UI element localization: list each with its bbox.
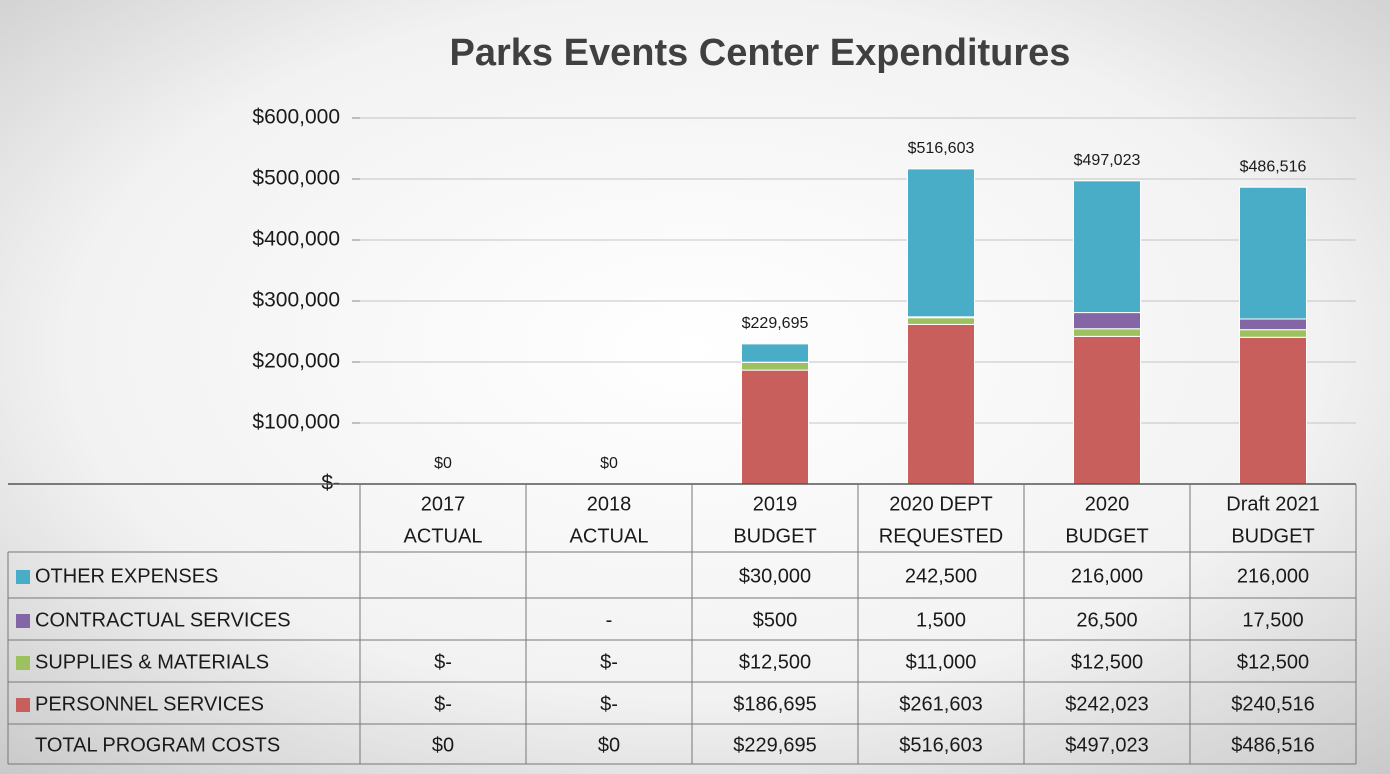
- y-tick-label: $500,000: [252, 167, 340, 190]
- bar-segment: [1073, 335, 1141, 485]
- x-tick-label: BUDGET: [1065, 525, 1148, 547]
- legend-label: OTHER EXPENSES: [35, 565, 218, 587]
- bar-segment: [1239, 329, 1307, 338]
- legend-label: PERSONNEL SERVICES: [35, 693, 264, 715]
- table-value: $-: [600, 693, 618, 715]
- bar-segment: [1239, 318, 1307, 331]
- y-tick-label: $200,000: [252, 350, 340, 373]
- table-value: $497,023: [1065, 734, 1148, 756]
- table-value: $240,516: [1231, 693, 1314, 715]
- y-tick-label: $600,000: [252, 106, 340, 129]
- x-tick-label: BUDGET: [733, 525, 816, 547]
- table-value: $12,500: [1071, 651, 1143, 673]
- table-value: $516,603: [899, 734, 982, 756]
- table-value: -: [606, 609, 613, 631]
- y-tick-label: $-: [321, 472, 340, 495]
- table-value: 26,500: [1076, 609, 1137, 631]
- legend-swatch: [16, 656, 30, 670]
- table-value: $0: [598, 734, 620, 756]
- total-label: $229,695: [742, 315, 809, 332]
- legend-label: CONTRACTUAL SERVICES: [35, 609, 291, 631]
- total-label: $516,603: [908, 140, 975, 157]
- chart-title: Parks Events Center Expenditures: [450, 32, 1071, 74]
- x-tick-label: 2020 DEPT: [889, 493, 992, 515]
- x-tick-label: 2019: [753, 493, 798, 515]
- x-tick-label: REQUESTED: [879, 525, 1003, 547]
- x-tick-label: 2017: [421, 493, 466, 515]
- bar-segment: [907, 323, 975, 485]
- x-tick-label: 2020: [1085, 493, 1130, 515]
- y-tick-label: $300,000: [252, 289, 340, 312]
- x-tick-label: ACTUAL: [404, 525, 483, 547]
- bar-segment: [741, 343, 809, 363]
- total-label: $497,023: [1074, 152, 1141, 169]
- bar-segment: [907, 317, 975, 325]
- bar-segment: [1073, 312, 1141, 330]
- x-tick-label: ACTUAL: [570, 525, 649, 547]
- table-value: $12,500: [1237, 651, 1309, 673]
- table-value: $11,000: [906, 651, 977, 673]
- table-value: 216,000: [1237, 565, 1309, 587]
- table-value: $261,603: [899, 693, 982, 715]
- table-value: $-: [600, 651, 618, 673]
- legend-label: SUPPLIES & MATERIALS: [35, 651, 269, 673]
- table-value: 242,500: [905, 565, 977, 587]
- x-tick-label: 2018: [587, 493, 632, 515]
- table-value: $229,695: [733, 734, 816, 756]
- table-value: $12,500: [739, 651, 811, 673]
- table-value: $500: [753, 609, 798, 631]
- legend-label: TOTAL PROGRAM COSTS: [35, 734, 280, 756]
- total-label: $0: [600, 455, 618, 472]
- total-label: $486,516: [1240, 158, 1307, 175]
- table-value: $486,516: [1231, 734, 1314, 756]
- legend-swatch: [16, 570, 30, 584]
- table-value: 17,500: [1242, 609, 1303, 631]
- legend-swatch: [16, 698, 30, 712]
- x-tick-label: Draft 2021: [1226, 493, 1319, 515]
- bar-segment: [1073, 328, 1141, 337]
- table-value: 1,500: [916, 609, 966, 631]
- legend-swatch: [16, 614, 30, 628]
- total-label: $0: [434, 455, 452, 472]
- bar-segment: [907, 168, 975, 318]
- table-value: $242,023: [1065, 693, 1148, 715]
- bar-segment: [1073, 180, 1141, 314]
- bar-segment: [741, 361, 809, 371]
- y-tick-label: $100,000: [252, 411, 340, 434]
- table-value: 216,000: [1071, 565, 1143, 587]
- y-tick-label: $400,000: [252, 228, 340, 251]
- x-tick-label: BUDGET: [1231, 525, 1314, 547]
- bar-segment: [1239, 186, 1307, 320]
- bar-segment: [741, 369, 809, 485]
- table-value: $-: [434, 651, 452, 673]
- table-value: $186,695: [733, 693, 816, 715]
- bar-segment: [1239, 336, 1307, 485]
- table-value: $30,000: [739, 565, 811, 587]
- table-value: $0: [432, 734, 454, 756]
- table-value: $-: [434, 693, 452, 715]
